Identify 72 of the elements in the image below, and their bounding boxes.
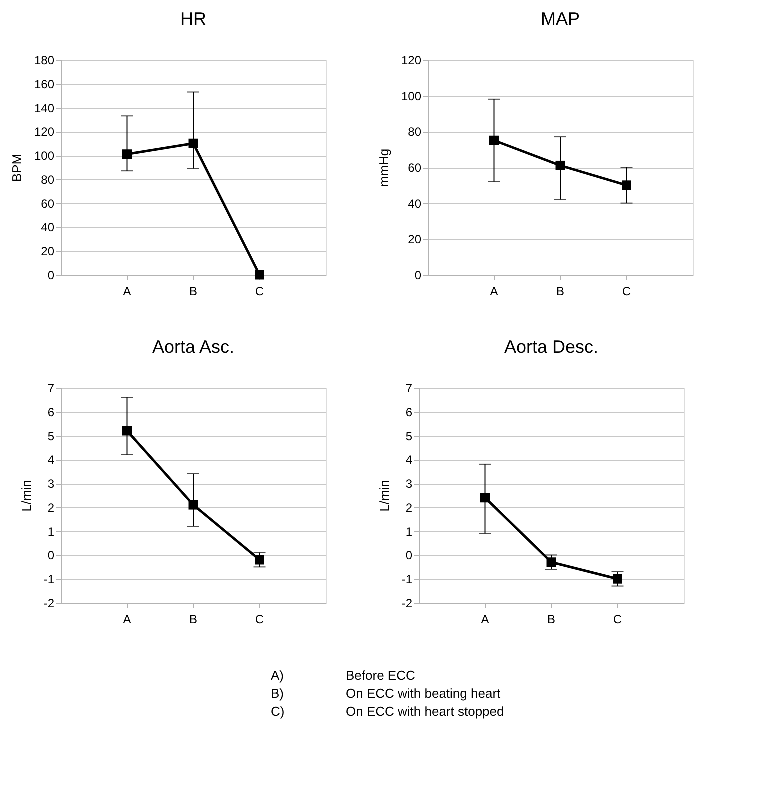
x-tick-label: A [123, 612, 132, 626]
y-tick-label: 5 [48, 429, 55, 444]
y-tick-label: 120 [401, 54, 422, 68]
y-tick-label: 120 [34, 125, 55, 140]
y-tick-label: 1 [48, 524, 55, 539]
chart-title: HR [180, 9, 206, 29]
y-tick-label: 40 [408, 196, 422, 211]
chart-title: Aorta Desc. [504, 337, 599, 357]
y-axis-title: mmHg [376, 148, 392, 188]
y-tick-label: 100 [34, 149, 55, 164]
text: A) Before ECC [271, 668, 416, 683]
x-tick-label: C [255, 284, 264, 298]
y-tick-label: 3 [406, 477, 413, 492]
point [546, 558, 556, 568]
y-tick-label: 2 [48, 500, 55, 515]
y-tick-label: 4 [48, 453, 55, 468]
y-tick-label: 7 [48, 382, 55, 396]
y-tick-label: 160 [34, 77, 55, 92]
y-axis-title: BPM [9, 154, 24, 182]
x-tick-label: A [481, 612, 490, 626]
y-axis-title: L/min [376, 480, 392, 512]
y-tick-label: -1 [402, 572, 413, 587]
chart-title: Aorta Asc. [152, 337, 235, 357]
point [613, 574, 622, 584]
x-tick-label: C [255, 612, 264, 626]
x-tick-label: B [556, 284, 565, 298]
y-tick-label: 0 [414, 268, 422, 282]
point [122, 150, 132, 160]
chart-title: MAP [540, 9, 580, 29]
x-tick-label: B [189, 612, 198, 626]
y-tick-label: 20 [41, 244, 55, 259]
y-tick-label: 0 [48, 268, 55, 282]
y-tick-label: 100 [401, 89, 422, 104]
point [622, 180, 632, 190]
point [122, 426, 132, 436]
x-tick-label: C [622, 284, 632, 298]
x-tick-label: B [547, 612, 556, 626]
y-tick-label: 60 [408, 161, 422, 175]
x-tick-label: C [613, 612, 622, 626]
y-tick-label: 5 [406, 429, 413, 444]
y-tick-label: 3 [48, 477, 55, 492]
y-tick-label: 60 [41, 196, 55, 211]
y-tick-label: 7 [406, 382, 413, 396]
point [480, 493, 490, 503]
x-tick-label: B [189, 284, 198, 298]
point [255, 270, 264, 280]
y-tick-label: 80 [408, 125, 422, 140]
y-axis-title: L/min [18, 480, 34, 512]
y-tick-label: 1 [406, 524, 413, 539]
y-tick-label: 6 [48, 405, 55, 420]
y-tick-label: 0 [406, 548, 413, 563]
y-tick-label: 2 [406, 500, 413, 515]
point [188, 138, 198, 148]
y-tick-label: -2 [402, 596, 413, 610]
text: B) On ECC with beating heart [271, 686, 501, 701]
y-tick-label: 80 [41, 172, 55, 187]
point [556, 160, 566, 170]
point [255, 555, 264, 565]
point [188, 500, 198, 510]
y-tick-label: 4 [406, 453, 413, 468]
y-tick-label: 20 [408, 232, 422, 247]
x-tick-label: A [123, 284, 132, 298]
y-tick-label: 0 [48, 548, 55, 563]
y-tick-label: 180 [34, 54, 55, 68]
text: C) On ECC with heart stopped [271, 704, 504, 719]
x-tick-label: A [490, 284, 498, 298]
point [490, 136, 499, 146]
y-tick-label: 6 [406, 405, 413, 420]
y-tick-label: 140 [34, 101, 55, 116]
y-tick-label: -1 [44, 572, 55, 587]
y-tick-label: -2 [44, 596, 55, 610]
y-tick-label: 40 [41, 220, 55, 235]
